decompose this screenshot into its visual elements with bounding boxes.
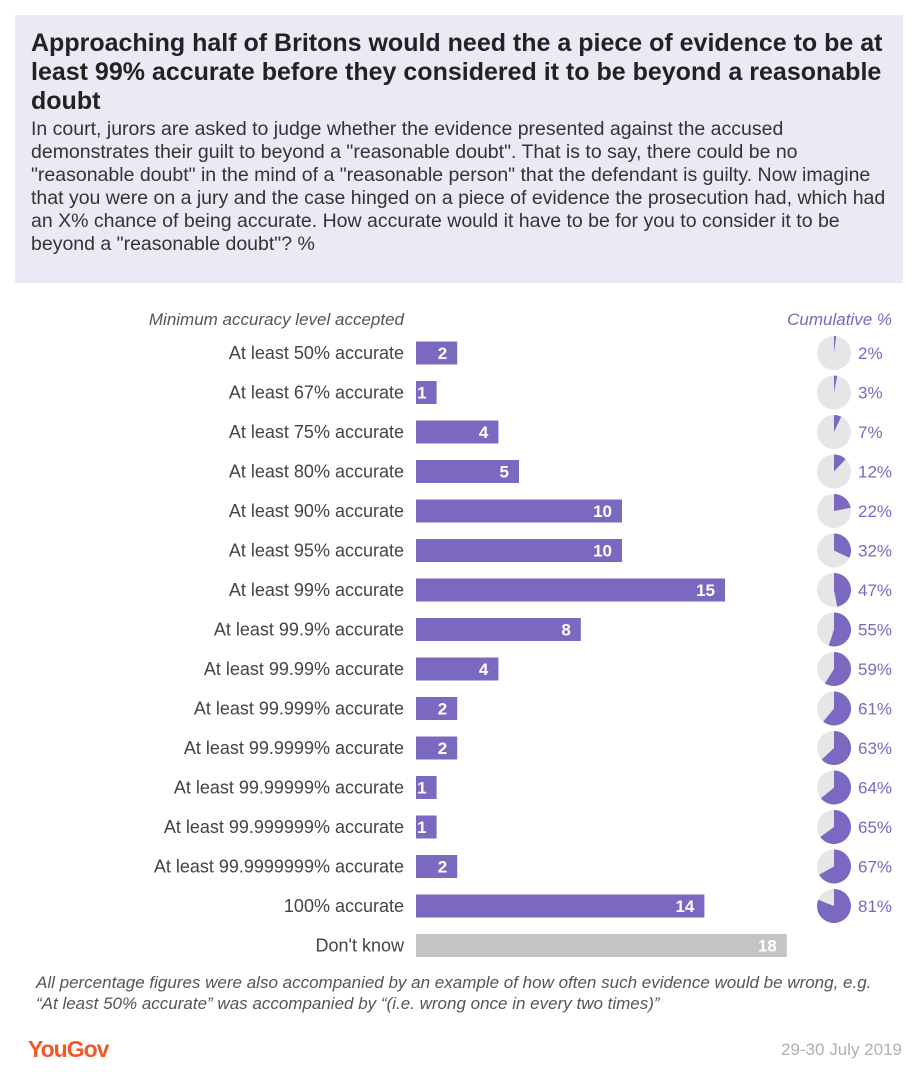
bar [416, 618, 581, 641]
bar [416, 657, 499, 681]
cumulative-label: 65% [858, 818, 892, 837]
bar-chart: Minimum accuracy level accepted Cumulativ… [149, 310, 892, 957]
yougov-logo: YouGov [28, 1036, 109, 1062]
cumulative-label: 7% [858, 423, 883, 442]
cumulative-pie-slice [816, 889, 851, 923]
cumulative-pie-slice [821, 731, 851, 765]
category-label: At least 50% accurate [229, 343, 404, 363]
cumulative-pie-slice [834, 415, 842, 432]
category-label: At least 80% accurate [229, 462, 404, 482]
cumulative-label: 67% [858, 858, 892, 877]
bar-value-label: 10 [593, 542, 612, 561]
cumulative-pie-slice [823, 691, 851, 726]
bar-value-label: 2 [438, 858, 447, 877]
category-label: At least 75% accurate [229, 422, 404, 442]
cumulative-pie-slice [828, 612, 851, 647]
category-label: At least 99.9999999% accurate [154, 857, 404, 877]
cumulative-pie-slice [834, 375, 838, 393]
bar [416, 697, 458, 720]
category-label: At least 99.9% accurate [214, 620, 404, 640]
bar [416, 499, 622, 523]
cumulative-pie-slice [824, 652, 852, 686]
bar-value-label: 1 [417, 818, 426, 837]
category-label: At least 99.99% accurate [204, 659, 404, 679]
bar-value-label: 8 [561, 621, 570, 640]
bar [416, 815, 437, 839]
cumulative-label: 3% [858, 384, 883, 403]
cumulative-label: 22% [858, 502, 892, 521]
bar-value-label: 5 [500, 463, 509, 482]
cumulative-header: Cumulative % [787, 310, 892, 329]
cumulative-label: 47% [858, 581, 892, 600]
bar-value-label: 14 [675, 897, 694, 916]
cumulative-label: 32% [858, 542, 892, 561]
category-label: At least 99.9999% accurate [184, 738, 404, 758]
bar [416, 578, 725, 602]
category-label: At least 95% accurate [229, 541, 404, 561]
cumulative-label: 64% [858, 779, 892, 798]
cumulative-label: 81% [858, 897, 892, 916]
bar-value-label: 4 [479, 423, 489, 442]
cumulative-label: 2% [858, 344, 883, 363]
cumulative-pie-slice [834, 494, 851, 511]
cumulative-pie-slice [819, 849, 851, 884]
footnote: All percentage figures were also accompa… [36, 973, 872, 1013]
chart-title: Approaching half of Britons would need t… [31, 29, 883, 115]
cumulative-label: 61% [858, 700, 892, 719]
cumulative-pie-slice [820, 810, 852, 844]
bar-value-label: 2 [438, 700, 447, 719]
cumulative-pie-slice [820, 770, 851, 805]
cumulative-pie-slice [834, 573, 852, 607]
bar-value-label: 2 [438, 739, 447, 758]
bar [416, 776, 437, 799]
chart-header: Approaching half of Britons would need t… [15, 15, 903, 283]
bar [416, 539, 622, 562]
bar [416, 934, 787, 957]
cumulative-label: 12% [858, 463, 892, 482]
category-label: At least 99.999% accurate [194, 699, 404, 719]
bar [416, 855, 458, 878]
bar-value-label: 1 [417, 384, 426, 403]
category-label: At least 99% accurate [229, 580, 404, 600]
bar-value-label: 15 [696, 581, 715, 600]
category-label: At least 67% accurate [229, 383, 404, 403]
bar-value-label: 4 [479, 660, 489, 679]
bar-value-label: 2 [438, 344, 447, 363]
category-axis-header: Minimum accuracy level accepted [149, 310, 405, 329]
bar [416, 381, 437, 404]
bar [416, 341, 458, 365]
fieldwork-date: 29-30 July 2019 [781, 1040, 902, 1059]
cumulative-label: 63% [858, 739, 892, 758]
bar [416, 736, 458, 760]
cumulative-pie-slice [834, 335, 837, 353]
cumulative-label: 55% [858, 621, 892, 640]
cumulative-pie-slice [834, 533, 851, 558]
cumulative-pie-slice [834, 454, 846, 472]
chart-subtitle: In court, jurors are asked to judge whet… [31, 118, 886, 255]
bar-value-label: 10 [593, 502, 612, 521]
category-label: At least 99.999999% accurate [164, 817, 404, 837]
bar [416, 894, 705, 918]
bar [416, 460, 519, 483]
bar-value-label: 18 [758, 937, 777, 956]
category-label: At least 90% accurate [229, 501, 404, 521]
category-label: Don't know [316, 936, 405, 956]
bar-value-label: 1 [417, 779, 426, 798]
category-label: 100% accurate [284, 896, 404, 916]
bar [416, 420, 499, 444]
cumulative-label: 59% [858, 660, 892, 679]
chart-area: Minimum accuracy level accepted Cumulativ… [0, 295, 918, 965]
category-label: At least 99.99999% accurate [174, 778, 404, 798]
